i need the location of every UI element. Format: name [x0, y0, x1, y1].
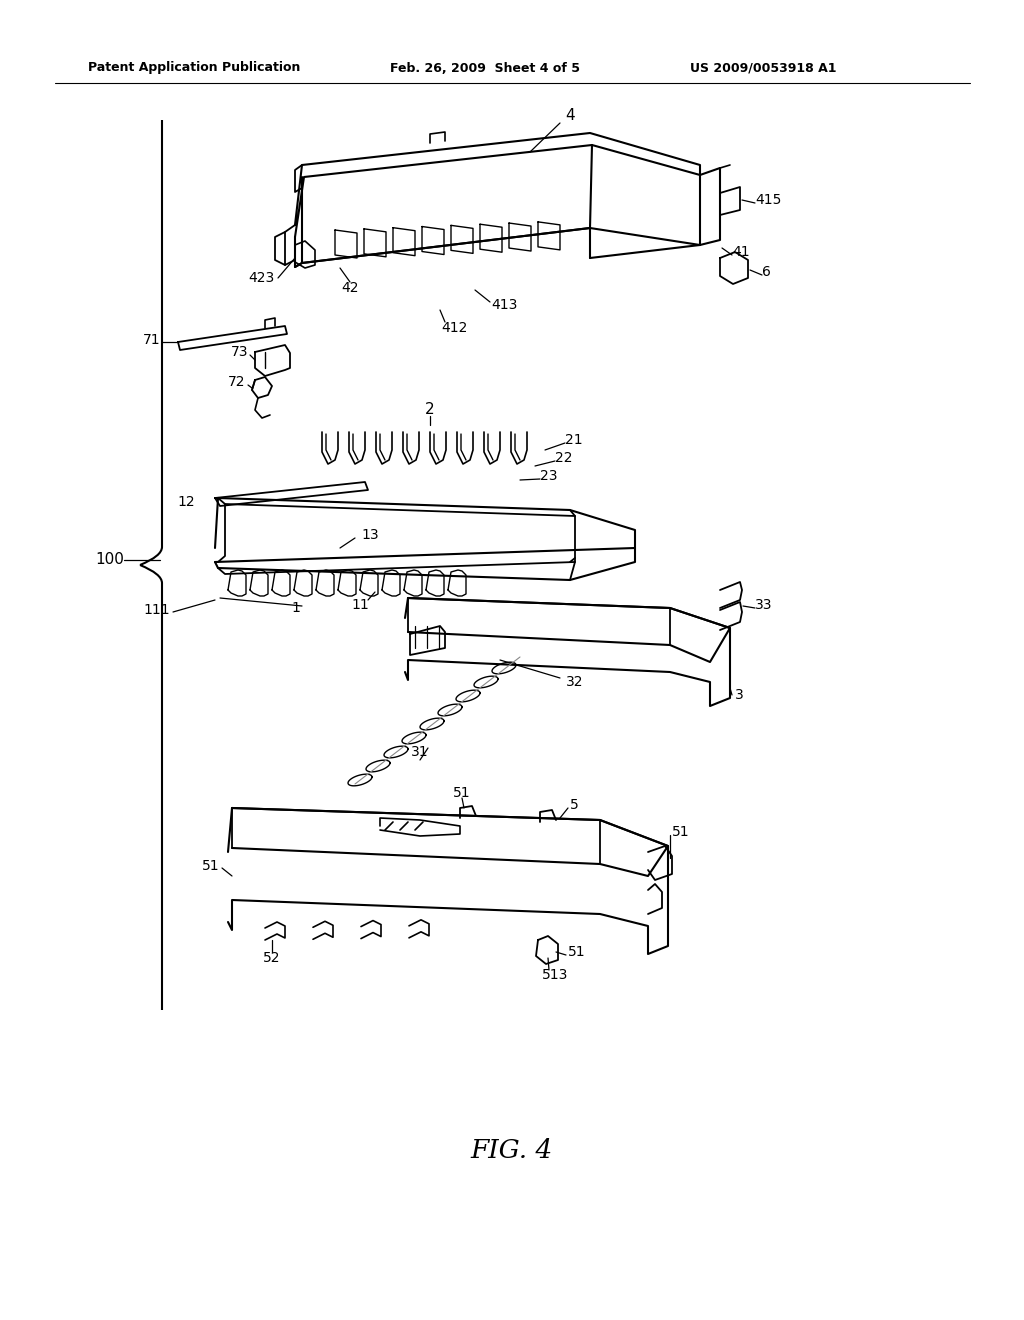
Text: 13: 13	[361, 528, 379, 543]
Text: 51: 51	[672, 825, 689, 840]
Text: 6: 6	[762, 265, 771, 279]
Text: FIG. 4: FIG. 4	[471, 1138, 553, 1163]
Text: 513: 513	[542, 968, 568, 982]
Text: 413: 413	[492, 298, 518, 312]
Text: 32: 32	[566, 675, 584, 689]
Text: 11: 11	[351, 598, 369, 612]
Text: 71: 71	[142, 333, 160, 347]
Text: Patent Application Publication: Patent Application Publication	[88, 62, 300, 74]
Text: 51: 51	[454, 785, 471, 800]
Text: 423: 423	[249, 271, 275, 285]
Text: 4: 4	[565, 108, 574, 124]
Text: 73: 73	[230, 345, 248, 359]
Text: 412: 412	[441, 321, 468, 335]
Text: US 2009/0053918 A1: US 2009/0053918 A1	[690, 62, 837, 74]
Text: 12: 12	[177, 495, 195, 510]
Text: 51: 51	[568, 945, 586, 960]
Text: 31: 31	[412, 744, 429, 759]
Text: 51: 51	[203, 859, 220, 873]
Text: 33: 33	[755, 598, 772, 612]
Text: 42: 42	[341, 281, 358, 294]
Text: 72: 72	[227, 375, 245, 389]
Text: 41: 41	[732, 246, 750, 259]
Text: 3: 3	[735, 688, 743, 702]
Text: 21: 21	[565, 433, 583, 447]
Text: Feb. 26, 2009  Sheet 4 of 5: Feb. 26, 2009 Sheet 4 of 5	[390, 62, 580, 74]
Text: 2: 2	[425, 403, 435, 417]
Text: 23: 23	[540, 469, 557, 483]
Text: 1: 1	[291, 601, 300, 615]
Text: 22: 22	[555, 451, 572, 465]
Text: 415: 415	[755, 193, 781, 207]
Text: 52: 52	[263, 950, 281, 965]
Text: 5: 5	[570, 799, 579, 812]
Text: 111: 111	[143, 603, 170, 616]
Text: 100: 100	[95, 553, 125, 568]
